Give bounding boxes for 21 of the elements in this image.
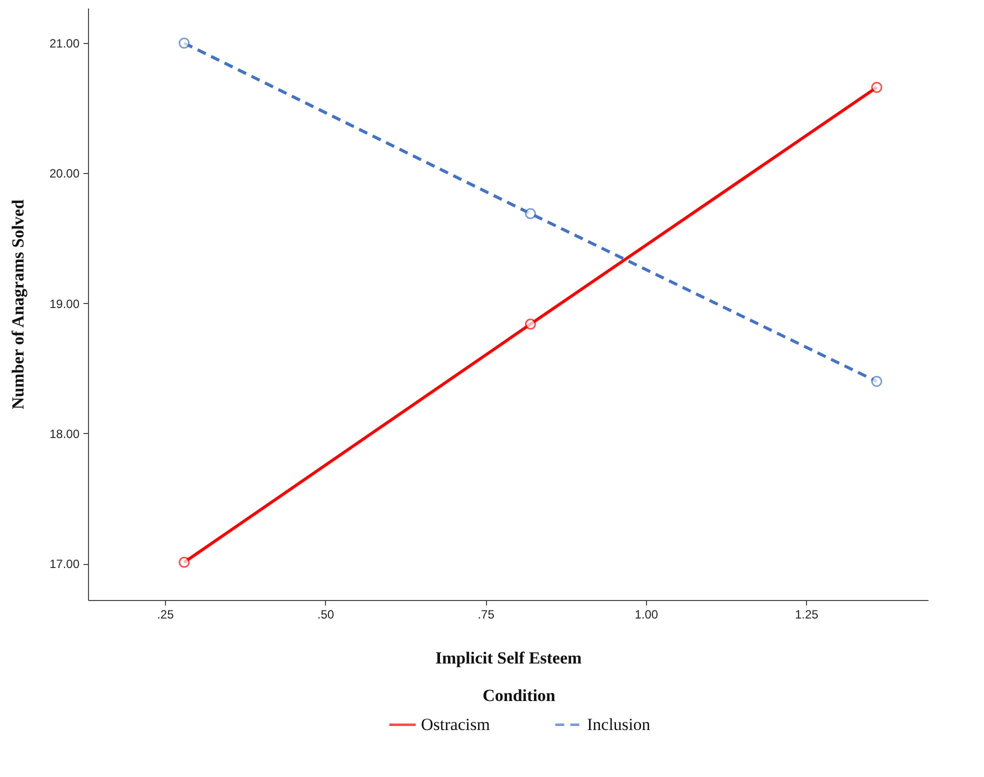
- point: [178, 556, 190, 568]
- x-tick-label: .75: [478, 608, 495, 622]
- y-tick-label: 18.00: [49, 426, 80, 441]
- y-tick-label: 20.00: [49, 166, 80, 181]
- x-axis-title: Implicit Self Esteem: [435, 648, 582, 668]
- point: [524, 208, 536, 220]
- y-axis-title: Number of Anagrams Solved: [8, 199, 28, 410]
- x-tick-label: .50: [317, 608, 334, 622]
- point: [178, 38, 190, 49]
- legend-label: Inclusion: [587, 714, 651, 734]
- legend-label: Ostracism: [421, 714, 490, 734]
- point: [871, 82, 882, 93]
- y-tick-label: 17.00: [49, 557, 80, 572]
- y-tick-label: 19.00: [49, 296, 80, 311]
- legend-title: Condition: [482, 686, 556, 705]
- y-tick-label: 21.00: [49, 36, 80, 51]
- x-tick-label: .25: [157, 608, 174, 622]
- x-tick-label: 1.00: [634, 608, 658, 622]
- point: [524, 318, 536, 330]
- x-tick-label: 1.25: [794, 608, 819, 622]
- point: [871, 376, 882, 387]
